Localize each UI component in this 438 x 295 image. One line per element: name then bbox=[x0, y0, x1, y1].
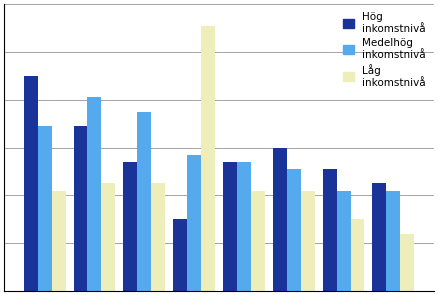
Bar bbox=[173, 219, 187, 291]
Bar bbox=[124, 162, 137, 291]
Bar bbox=[88, 97, 102, 291]
Bar bbox=[187, 155, 201, 291]
Bar bbox=[301, 191, 314, 291]
Bar bbox=[336, 191, 350, 291]
Bar bbox=[237, 162, 251, 291]
Bar bbox=[400, 234, 414, 291]
Bar bbox=[372, 183, 386, 291]
Bar bbox=[287, 169, 301, 291]
Bar bbox=[151, 183, 165, 291]
Bar bbox=[38, 126, 52, 291]
Bar bbox=[386, 191, 400, 291]
Bar bbox=[323, 169, 336, 291]
Bar bbox=[273, 148, 287, 291]
Legend: Hög
inkomstnivå, Medelhög
inkomstnivå, Låg
inkomstnivå: Hög inkomstnivå, Medelhög inkomstnivå, L… bbox=[340, 9, 429, 91]
Bar bbox=[52, 191, 66, 291]
Bar bbox=[24, 76, 38, 291]
Bar bbox=[251, 191, 265, 291]
Bar bbox=[350, 219, 364, 291]
Bar bbox=[102, 183, 115, 291]
Bar bbox=[223, 162, 237, 291]
Bar bbox=[137, 112, 151, 291]
Bar bbox=[201, 26, 215, 291]
Bar bbox=[74, 126, 88, 291]
